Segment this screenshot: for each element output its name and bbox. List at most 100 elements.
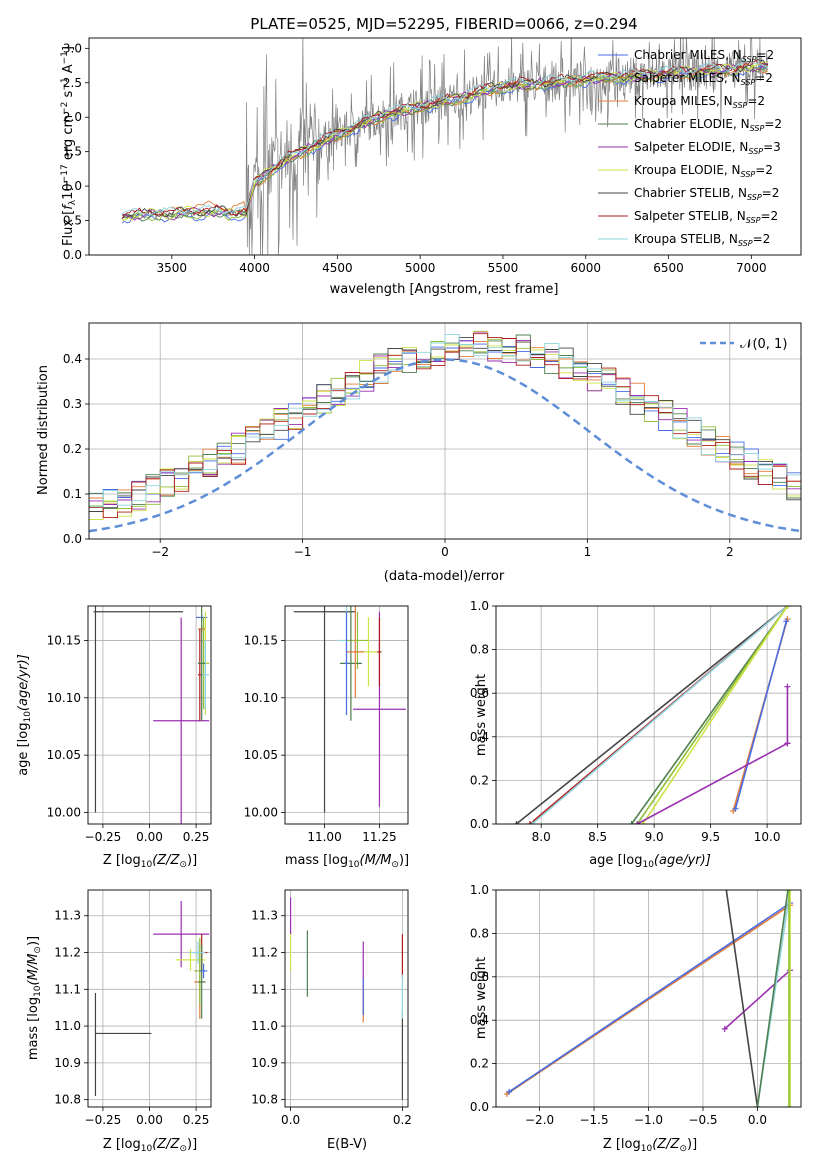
- y-tick-label: 11.2: [251, 946, 278, 960]
- y-tick-label: 0.2: [63, 442, 82, 456]
- spectrum-clip-group: [121, 38, 769, 255]
- y-tick-label: 0.4: [63, 352, 82, 366]
- residual-ylabel: Normed distribution: [36, 365, 51, 495]
- legend-val: =2: [747, 94, 765, 108]
- weight-line: [642, 606, 789, 824]
- weight-clip-group: [513, 606, 791, 824]
- legend-name: Salpeter ELODIE, N: [634, 140, 748, 154]
- weight-vs-age-panel: 8.0 8.5 9.0 9.5 10.0 0.0 0.2 0.4 0.6 0.8 1.0 age […: [470, 599, 802, 870]
- y-tick-label: 1.0: [470, 599, 489, 613]
- x-tick-label: −1.0: [634, 1113, 663, 1127]
- weight-vs-z-ylabel: mass weight: [474, 957, 489, 1039]
- weight-vs-z-xlabel: Z [log10(Z/Z⊙)]: [603, 1137, 697, 1154]
- legend-entry: Salpeter MILES, NSSP=2: [634, 71, 773, 87]
- legend-val: =2: [756, 48, 774, 62]
- y-tick-label: 10.8: [251, 1093, 278, 1107]
- y-tick-label: 2.5: [63, 76, 82, 90]
- mass-vs-ebv-plot-area: 0.0 0.2 10.8 10.9 11.0 11.1 11.2 11.3: [251, 889, 412, 1127]
- model-spectrum-8: [121, 59, 769, 217]
- legend-entry: Kroupa ELODIE, NSSP=2: [634, 163, 773, 179]
- legend-entry: Chabrier ELODIE, NSSP=2: [634, 117, 782, 133]
- x-tick-label: −0.25: [85, 1113, 122, 1127]
- mass-vs-z-ylabel: mass [log10(M/M⊙)]: [26, 936, 43, 1060]
- y-tick-label: 1.5: [63, 145, 82, 159]
- legend-sub: SSP: [746, 216, 761, 225]
- residual-histogram-7: [89, 333, 801, 519]
- legend-val: =2: [764, 117, 782, 131]
- legend-entry: Salpeter STELIB, NSSP=2: [634, 209, 778, 225]
- axes-frame: [88, 37, 802, 256]
- y-tick-label: 0.0: [63, 248, 82, 262]
- weight-vs-z-plot-area: −2.0 −1.5 −1.0 −0.5 0.0 0.0 0.2 0.4 0.6 0.8 1.0: [470, 883, 802, 1127]
- y-tick-label: 0.0: [470, 817, 489, 831]
- y-tick-label: 11.0: [54, 1019, 81, 1033]
- errorbar-clip-group: [94, 901, 210, 1096]
- y-tick-label: 10.00: [244, 806, 278, 820]
- residual-histogram-8: [89, 333, 801, 508]
- spectrum-panel: 3500 4000 4500 5000 5500 6000 6500 7000 0.0 0.5 1.…: [60, 37, 802, 297]
- y-tick-label: 11.2: [54, 946, 81, 960]
- mass-vs-ebv-panel: 0.0 0.2 10.8 10.9 11.0 11.1 11.2 11.3 E(B-V): [251, 889, 412, 1152]
- legend-sub: SSP: [741, 170, 756, 179]
- y-tick-label: 10.15: [244, 633, 278, 647]
- y-tick-label: 2.0: [63, 110, 82, 124]
- legend-entry: Chabrier MILES, NSSP=2: [634, 48, 774, 64]
- age-vs-mass-xlabel: mass [log10(M/M⊙)]: [285, 853, 409, 870]
- y-tick-label: 1.0: [470, 883, 489, 897]
- weight-line: [531, 606, 788, 824]
- legend-sub: SSP: [738, 239, 753, 248]
- y-tick-label: 10.00: [47, 806, 81, 820]
- y-tick-label: 10.15: [47, 633, 81, 647]
- y-tick-label: 11.0: [251, 1019, 278, 1033]
- x-tick-label: 9.5: [701, 830, 720, 844]
- x-tick-label: 5500: [488, 261, 519, 275]
- weight-line: [734, 621, 788, 809]
- residual-legend: 𝒩(0, 1): [700, 337, 787, 352]
- residual-panel: −2 −1 0 1 2 0.0 0.1 0.2 0.3 0.4 (data-model)/erro…: [36, 322, 802, 584]
- axes-frame: [87, 889, 212, 1108]
- weight-vs-z-panel: −2.0 −1.5 −1.0 −0.5 0.0 0.0 0.2 0.4 0.6 0.8 1.0 Z …: [470, 883, 802, 1154]
- legend-val: =2: [762, 186, 780, 200]
- y-tick-label: 11.1: [54, 982, 81, 996]
- x-tick-label: 0.2: [393, 1113, 412, 1127]
- y-tick-label: 0.8: [470, 643, 489, 657]
- weight-vs-age-plot-area: 8.0 8.5 9.0 9.5 10.0 0.0 0.2 0.4 0.6 0.8 1.0: [470, 599, 802, 844]
- weight-line: [515, 606, 788, 824]
- axes-frame: [88, 322, 802, 540]
- x-tick-label: 0.25: [183, 830, 210, 844]
- y-tick-label: 10.05: [47, 748, 81, 762]
- legend-val: =2: [755, 71, 773, 85]
- x-tick-label: 0.25: [183, 1113, 210, 1127]
- spectrum-plot-area: 3500 4000 4500 5000 5500 6000 6500 7000 0.0 0.5 1.…: [63, 37, 802, 275]
- y-tick-label: 0.8: [470, 926, 489, 940]
- y-tick-label: 10.10: [244, 691, 278, 705]
- y-tick-label: 0.4: [470, 730, 489, 744]
- age-vs-z-xlabel: Z [log10(Z/Z⊙)]: [103, 853, 197, 870]
- y-tick-label: 0.3: [63, 397, 82, 411]
- weight-clip-group: [503, 890, 794, 1107]
- x-tick-label: 0.0: [281, 1113, 300, 1127]
- x-tick-label: −2.0: [525, 1113, 554, 1127]
- axes-frame: [495, 889, 802, 1108]
- x-tick-label: 0.00: [136, 830, 163, 844]
- legend-sub: SSP: [747, 193, 762, 202]
- weight-vs-age-ylabel: mass weight: [474, 674, 489, 756]
- figure-title: PLATE=0525, MJD=52295, FIBERID=0066, z=0…: [250, 15, 637, 33]
- mass-vs-z-panel: −0.25 0.00 0.25 10.8 10.9 11.0 11.1 11.2 11.3 Z …: [26, 889, 212, 1154]
- x-tick-label: 9.0: [645, 830, 664, 844]
- legend-val: =2: [753, 232, 771, 246]
- model-spectrum-7: [121, 59, 769, 219]
- x-tick-label: 0.0: [748, 1113, 767, 1127]
- age-vs-z-panel: −0.25 0.00 0.25 10.00 10.05 10.10 10.15 Z [log…: [16, 605, 212, 870]
- y-tick-label: 0.0: [63, 532, 82, 546]
- residual-xlabel: (data-model)/error: [384, 569, 505, 584]
- residual-clip-group: [89, 330, 801, 533]
- weight-line: [724, 969, 791, 1030]
- legend-entry: Kroupa MILES, NSSP=2: [634, 94, 765, 110]
- y-tick-label: 0.2: [470, 1057, 489, 1071]
- legend-val: =2: [760, 209, 778, 223]
- x-tick-label: 2: [726, 545, 734, 559]
- x-tick-label: 6000: [570, 261, 601, 275]
- legend-name: Salpeter MILES, N: [634, 71, 741, 85]
